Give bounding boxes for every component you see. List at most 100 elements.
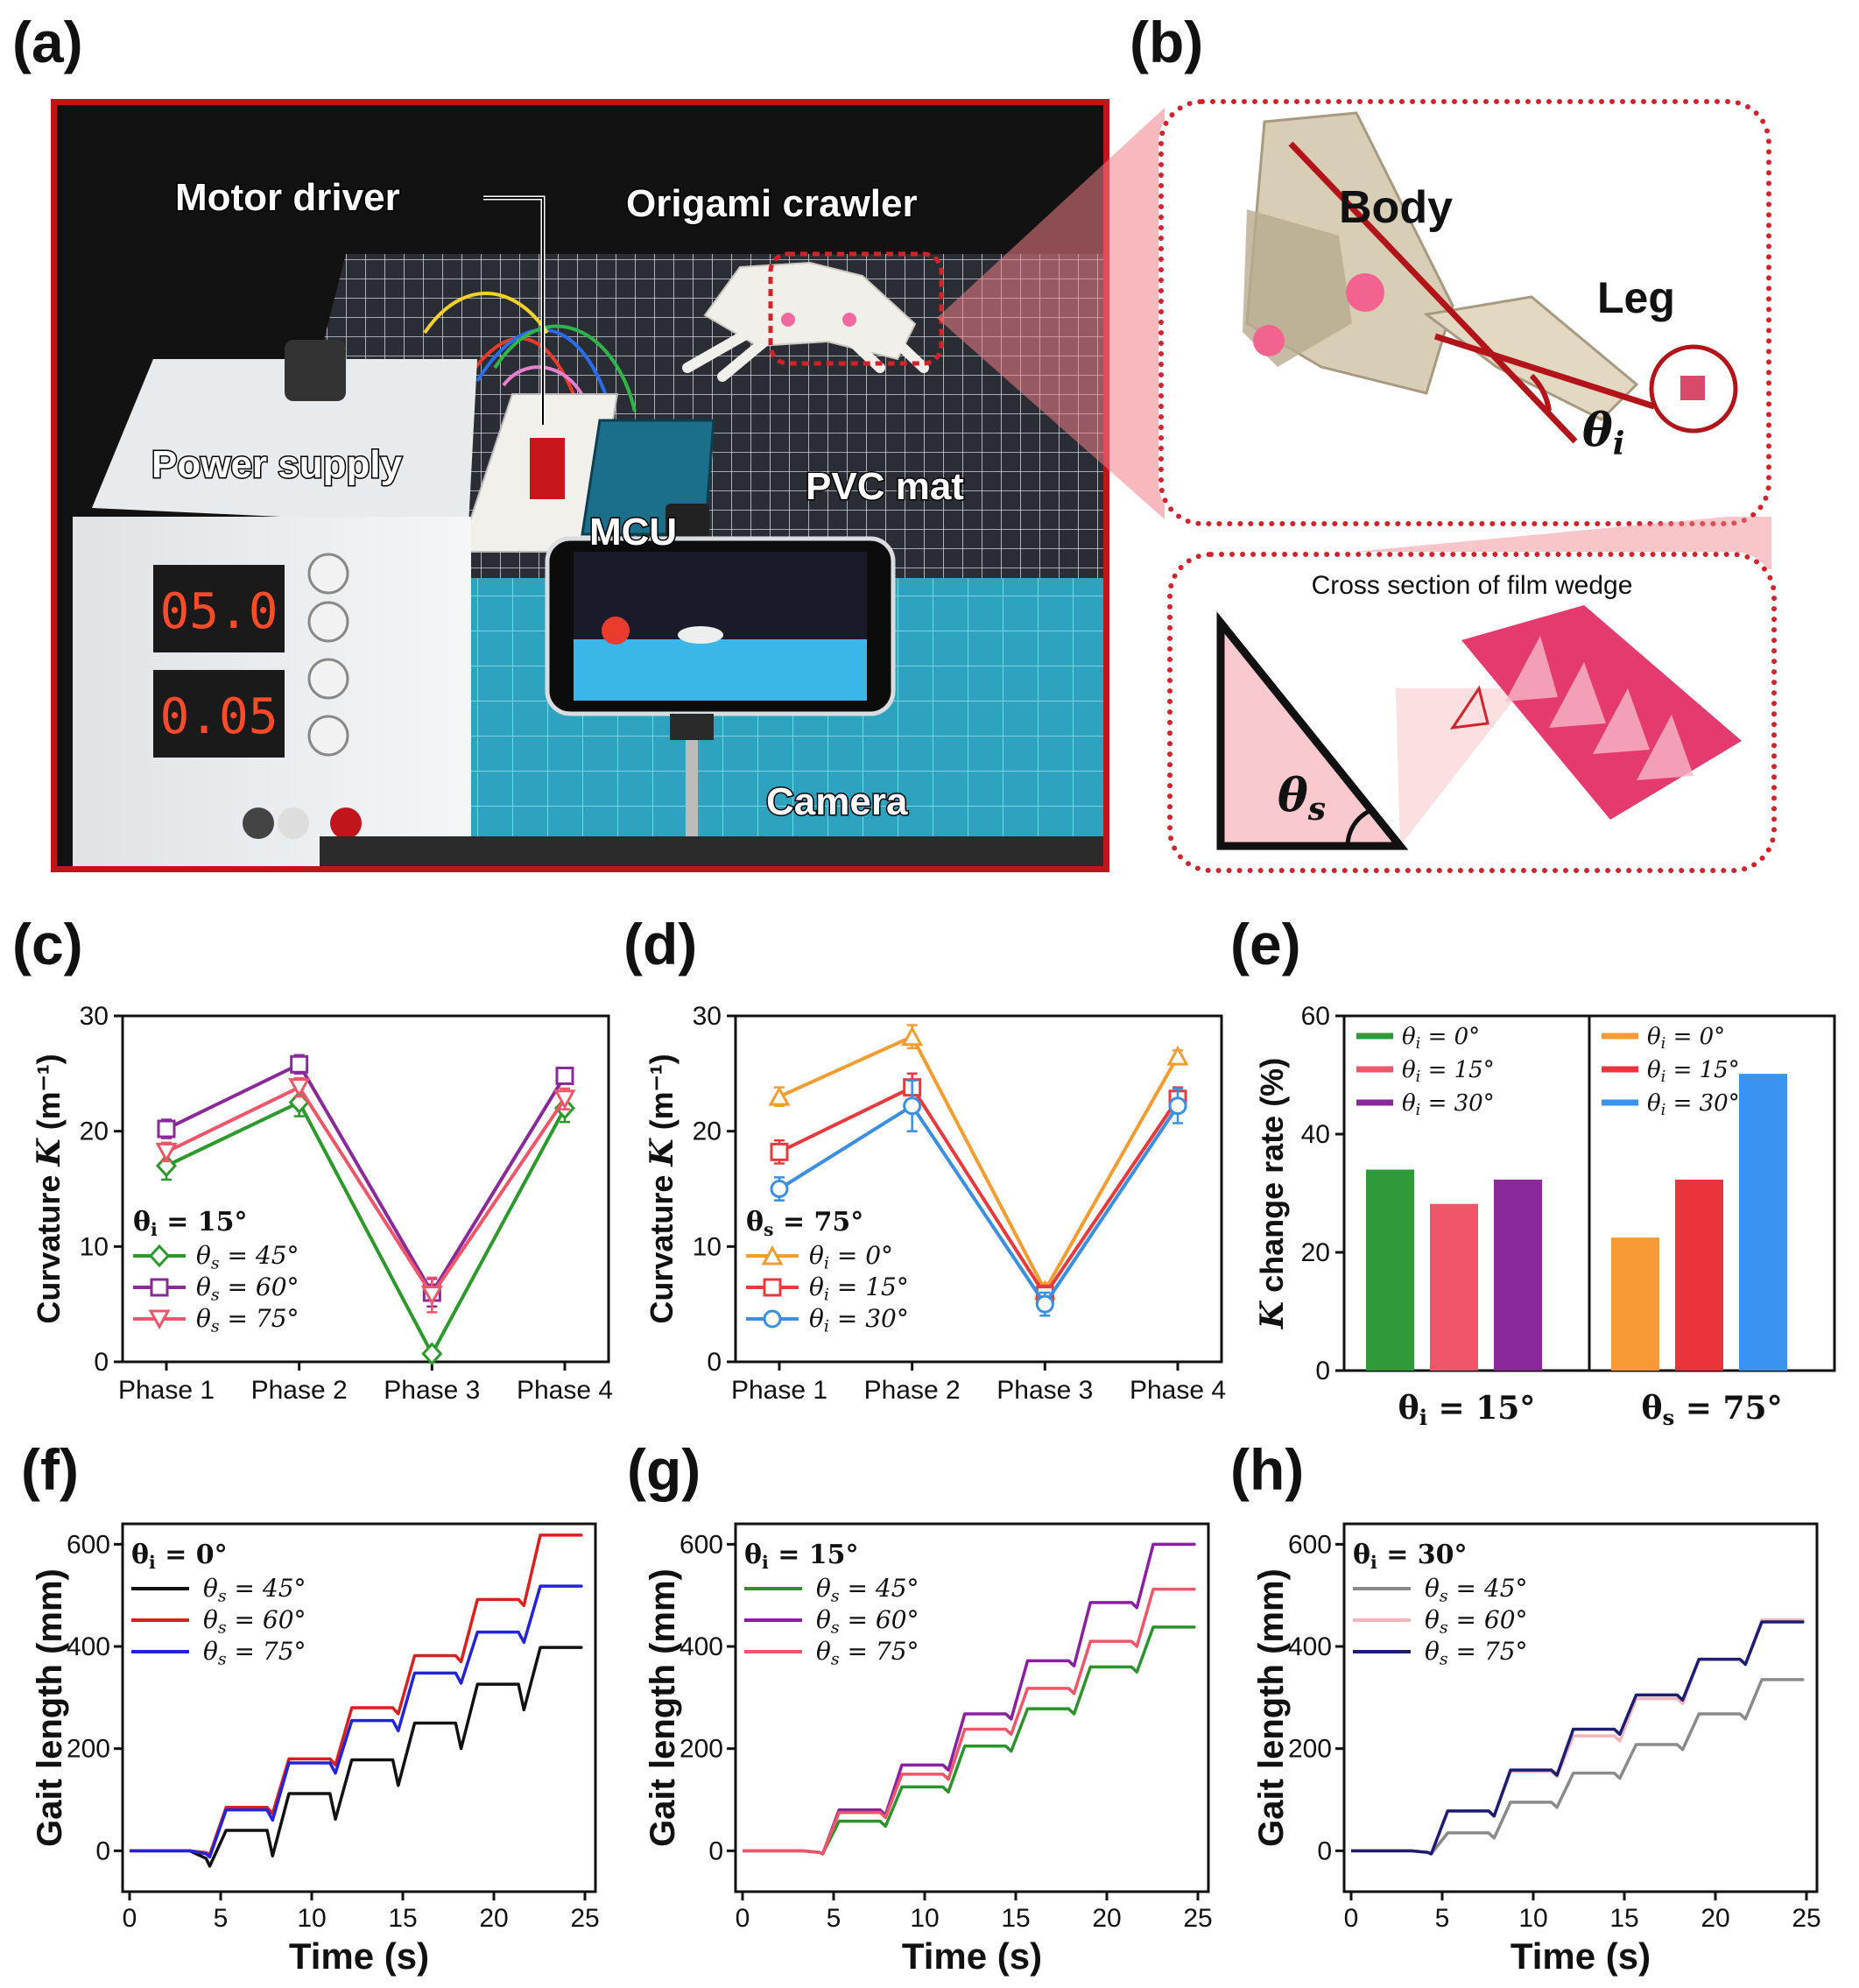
legend-entry: θs = 60° [203, 1605, 306, 1638]
y-tick-label: 400 [67, 1632, 110, 1661]
series-line [778, 1103, 1179, 1308]
y-tick-label: 0 [94, 1348, 109, 1377]
setup-photo: 05.0 0.05 Motor driver Origami crawler P… [51, 99, 1109, 872]
x-tick-label: 20 [1092, 1904, 1121, 1933]
series-line [743, 1587, 1196, 1856]
y-axis-label: Gait length (mm) [31, 1569, 69, 1847]
legend-entry: θi = 0° [809, 1241, 893, 1273]
legend-marker [763, 1278, 782, 1297]
leg-segment [1423, 295, 1639, 421]
chart-d: 0 10 20 30 Phase 1 Phase 2 Phase 3 Phase 4 Curva… [644, 1002, 1226, 1405]
body-line [1288, 141, 1578, 444]
y-tick-label: 40 [1301, 1120, 1330, 1149]
bar [1430, 1203, 1478, 1371]
data-point [901, 1026, 924, 1047]
y-tick-label: 0 [1317, 1836, 1332, 1865]
series-line [165, 1100, 567, 1358]
data-point [1166, 1045, 1189, 1066]
x-tick-label: Phase 2 [864, 1376, 961, 1405]
legend-entry: θi = 15° [809, 1272, 909, 1305]
y-tick-label: 0 [1315, 1357, 1330, 1385]
label-cross-section: Cross section of film wedge [1312, 571, 1633, 600]
y-axis-label: Curvature K (m⁻¹) [644, 1054, 680, 1323]
setup-illustration: 05.0 0.05 Motor driver Origami crawler P… [57, 105, 1103, 866]
y-tick-label: 20 [693, 1117, 722, 1146]
plot-frame [121, 1014, 610, 1364]
chart-c: 0 10 20 30 Phase 1 Phase 2 Phase 3 Phase 4 Curva… [31, 1002, 613, 1405]
plot-frame [734, 1014, 1223, 1364]
legend-entry: θi = 30° [809, 1304, 909, 1336]
x-tick-label: Phase 1 [118, 1376, 215, 1405]
chart-g: 0 200 400 600 0 5 10 15 20 25 Time (s) Gait length … [644, 1522, 1213, 1977]
x-tick-label: 0 [123, 1904, 137, 1933]
y-tick-label: 200 [680, 1735, 723, 1764]
y-tick-label: 0 [95, 1836, 110, 1865]
series-line [165, 1061, 567, 1296]
series-line [130, 1584, 583, 1859]
x-tick-label: 20 [479, 1904, 508, 1933]
data-point [553, 1089, 576, 1110]
data-point [770, 1180, 789, 1198]
label-camera: Camera [766, 780, 908, 823]
group-label: θi = 15° [1398, 1390, 1536, 1430]
legend-entry: θi = 30° [1402, 1090, 1495, 1119]
series-line [1351, 1678, 1805, 1856]
legend-entry: θi = 30° [1647, 1090, 1740, 1119]
legend-entry: θi = 0° [1647, 1024, 1725, 1053]
y-tick-label: 400 [1288, 1632, 1332, 1661]
legend-entry: θs = 60° [196, 1272, 299, 1305]
series-line [778, 1085, 1179, 1299]
x-tick-label: 0 [1344, 1904, 1359, 1933]
legend-entry: θs = 75° [203, 1637, 306, 1669]
data-point [555, 1066, 574, 1085]
x-tick-label: Phase 1 [731, 1376, 827, 1405]
panel-label-a: (a) [12, 10, 83, 74]
legend-marker [150, 1278, 169, 1297]
series-line [743, 1542, 1196, 1856]
crawler-highlight [768, 251, 944, 366]
y-tick-label: 200 [67, 1735, 110, 1764]
plot-frame [121, 1522, 597, 1893]
legend-entry: θs = 60° [816, 1605, 919, 1638]
legend-entry: θs = 75° [1425, 1637, 1528, 1669]
panel-label-c: (c) [12, 912, 83, 976]
bar [1739, 1074, 1787, 1371]
y-tick-label: 200 [1288, 1735, 1332, 1764]
data-point [1035, 1294, 1054, 1314]
y-tick-label: 600 [680, 1530, 723, 1559]
x-axis-label: Time (s) [902, 1935, 1042, 1977]
y-tick-label: 400 [680, 1632, 723, 1661]
y-axis-label: Gait length (mm) [644, 1569, 682, 1847]
data-point [421, 1342, 443, 1366]
film-wedge-photo: Cross section of film wedge θs [1167, 552, 1777, 873]
data-point [157, 1119, 176, 1139]
y-tick-label: 20 [80, 1117, 109, 1146]
y-tick-label: 10 [80, 1232, 109, 1261]
x-tick-label: 25 [1183, 1904, 1212, 1933]
current-display: 0.05 [160, 688, 278, 745]
x-axis-label: Time (s) [1510, 1935, 1651, 1977]
series-line [1351, 1618, 1805, 1856]
series-line [130, 1646, 583, 1868]
chart-e: 0 20 40 60 K change rate (%) θi = 0° θi = 15° θ… [1254, 1002, 1836, 1430]
bar [1611, 1237, 1659, 1371]
wedge-triangle [1216, 611, 1409, 850]
y-tick-label: 60 [1301, 1002, 1330, 1031]
data-point [768, 1086, 791, 1106]
camera-phone [545, 504, 896, 836]
zoom-connector [937, 108, 1165, 519]
leg-line [1433, 333, 1656, 410]
voltage-display: 05.0 [160, 583, 278, 640]
legend-title: θi = 30° [1353, 1540, 1468, 1573]
y-tick-label: 30 [80, 1002, 109, 1031]
series-line [778, 1034, 1179, 1294]
x-tick-label: 15 [1001, 1904, 1030, 1933]
bar [1675, 1179, 1723, 1371]
label-mcu: MCU [589, 511, 677, 553]
y-tick-label: 0 [708, 1836, 723, 1865]
y-axis-label: Curvature K (m⁻¹) [31, 1054, 67, 1323]
y-tick-label: 0 [707, 1348, 722, 1377]
x-tick-label: Phase 3 [384, 1376, 480, 1405]
x-tick-label: 0 [736, 1904, 750, 1933]
label-motor-driver: Motor driver [175, 176, 400, 219]
